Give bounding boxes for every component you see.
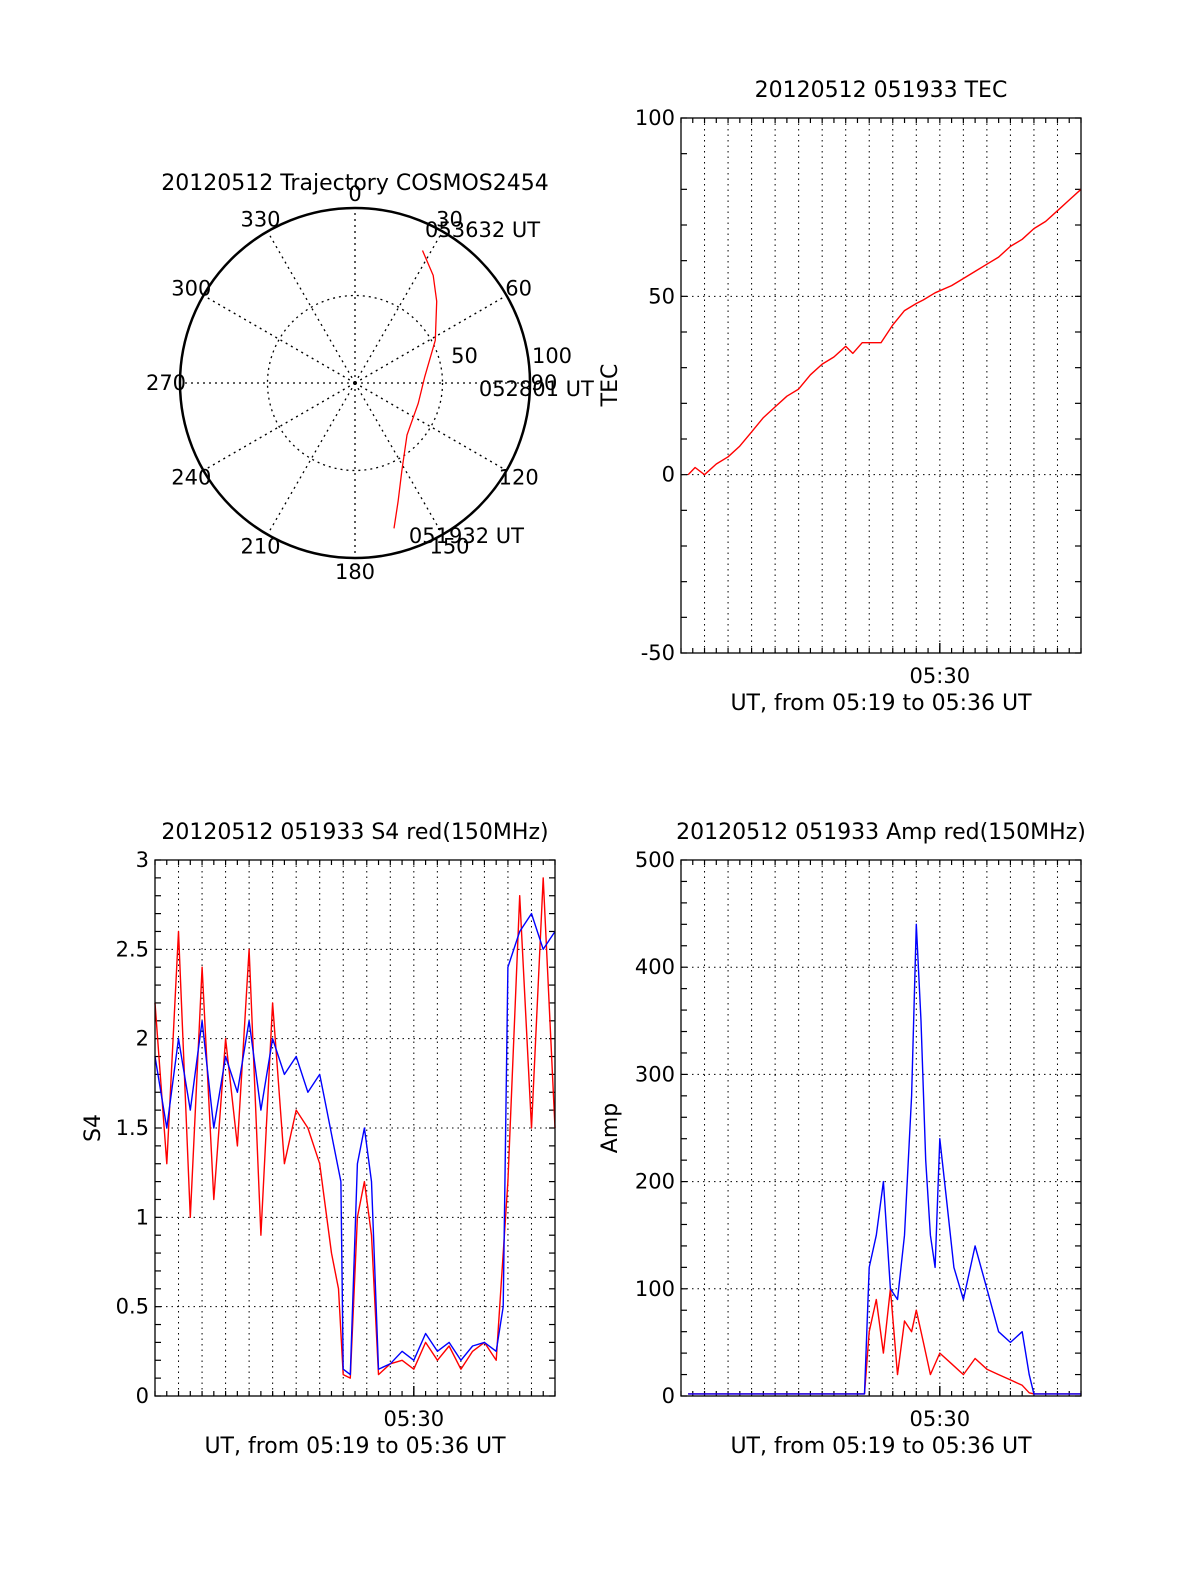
y-tick-label: 400 [635,955,675,979]
amp-xlabel: UT, from 05:19 to 05:36 UT [730,1434,1032,1459]
y-tick-label: 0 [136,1384,149,1408]
azimuth-label: 330 [240,207,280,231]
series-line-blue [688,923,1081,1395]
polar-grid [178,206,532,560]
azimuth-label: 300 [171,277,211,301]
series-line-red [688,1288,1081,1395]
trajectory-time-label: 053632 UT [425,218,540,242]
plot-frame [680,117,1082,654]
polar-spoke [354,231,444,384]
tec-ylabel: TEC [598,364,623,408]
polar-inner-circle [266,294,444,472]
polar-azimuth-labels: 0 30 60 90 120 150 180 210 240 270 300 330 [146,182,557,584]
trajectory-time-labels: 053632 UT 052801 UT 051932 UT [409,218,594,548]
x-tick-label: 05:30 [910,664,971,688]
azimuth-label: 240 [171,466,211,490]
s4-ylabel: S4 [81,1114,106,1142]
polar-radius-labels: 50 100 [451,344,572,368]
polar-spoke [354,382,444,535]
amp-title: 20120512 051933 Amp red(150MHz) [676,820,1086,845]
y-tick-label: -50 [641,641,675,665]
series-line-red [154,877,556,1379]
s4-title: 20120512 051933 S4 red(150MHz) [161,820,548,845]
grid [681,117,1081,654]
y-tick-label: 200 [635,1170,675,1194]
y-tick-label: 50 [648,284,675,308]
trajectory-time-label: 052801 UT [479,377,594,401]
trajectory-time-label: 051932 UT [409,524,524,548]
azimuth-label: 0 [348,182,361,206]
azimuth-label: 90 [531,371,558,395]
y-tick-label: 0 [662,463,675,487]
series-line-red [687,188,1082,476]
polar-spoke [266,382,356,535]
polar-spoke [203,382,356,472]
x-tick-label: 05:30 [910,1407,971,1431]
y-tick-label: 100 [635,106,675,130]
grid [681,859,1081,1397]
azimuth-label: 210 [240,535,280,559]
polar-title: 20120512 Trajectory COSMOS2454 [161,171,548,196]
plot-frame [154,859,556,1397]
radius-label: 100 [532,344,572,368]
azimuth-label: 30 [436,207,463,231]
y-tick-label: 3 [136,848,149,872]
azimuth-label: 150 [429,535,469,559]
azimuth-label: 180 [335,560,375,584]
y-tick-label: 2 [136,1027,149,1051]
trajectory-line [393,250,438,529]
grid [155,859,555,1397]
plot-frame [680,859,1082,1397]
polar-spoke [354,382,507,472]
y-tick-label: 1 [136,1205,149,1229]
y-tick-label: 0.5 [116,1295,149,1319]
y-tick-label: 100 [635,1277,675,1301]
radius-label: 50 [451,344,478,368]
tec-title: 20120512 051933 TEC [755,78,1008,103]
polar-spoke [203,294,356,384]
y-tick-label: 1.5 [116,1116,149,1140]
y-tick-label: 2.5 [116,937,149,961]
tec-xlabel: UT, from 05:19 to 05:36 UT [730,691,1032,716]
s4-chart: 20120512 051933 S4 red(150MHz) UT, from … [81,820,556,1459]
y-tick-label: 300 [635,1062,675,1086]
s4-xlabel: UT, from 05:19 to 05:36 UT [204,1434,506,1459]
polar-spoke [266,231,356,384]
azimuth-label: 270 [146,371,186,395]
azimuth-label: 120 [499,466,539,490]
x-tick-label: 05:30 [384,1407,445,1431]
series-line-blue [154,912,556,1376]
tec-chart: 20120512 051933 TEC UT, from 05:19 to 05… [598,78,1082,716]
y-tick-label: 500 [635,848,675,872]
amp-ylabel: Amp [598,1103,623,1153]
polar-spoke [354,294,507,384]
y-tick-label: 0 [662,1384,675,1408]
azimuth-label: 60 [505,277,532,301]
polar-trajectory-panel: 20120512 Trajectory COSMOS2454 0 30 60 90 12… [146,171,594,584]
amp-chart: 20120512 051933 Amp red(150MHz) UT, from… [598,820,1086,1459]
